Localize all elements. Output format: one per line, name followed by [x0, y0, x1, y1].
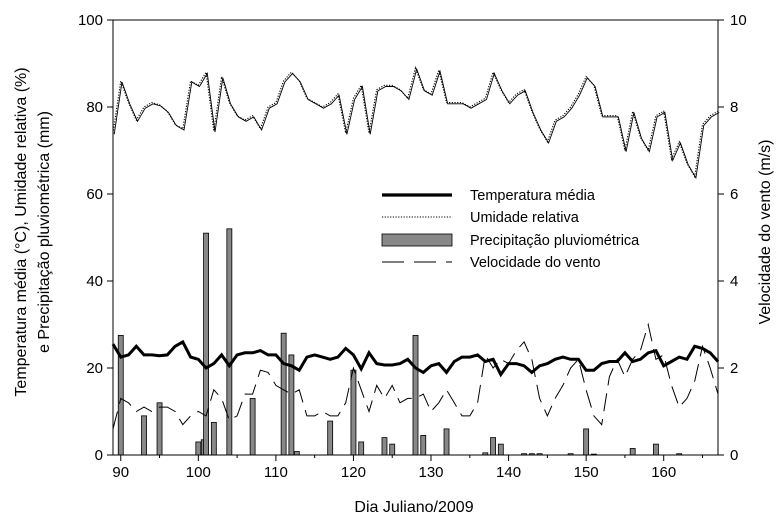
left-y-tick-label: 0 [95, 447, 103, 464]
x-axis-label: Dia Juliano/2009 [354, 499, 473, 516]
precipitation-bar [412, 334, 419, 456]
legend-label-vento: Velocidade do vento [470, 255, 601, 271]
precipitation-bar [350, 369, 357, 456]
left-y-tick-label: 40 [86, 273, 103, 290]
precipitation-bar [293, 451, 300, 456]
precipitation-bar [327, 420, 334, 456]
left-y-tick-label: 60 [86, 186, 103, 203]
right-y-tick-label: 2 [730, 360, 738, 377]
precipitation-bar [210, 421, 217, 456]
left-y-tick-label: 80 [86, 99, 103, 116]
precipitation-bar [381, 437, 388, 456]
precipitation-bar [420, 435, 427, 456]
x-tick-label: 110 [264, 464, 288, 481]
precipitation-bar [653, 443, 659, 456]
precipitation-bars [117, 228, 683, 456]
precipitation-bar [389, 443, 396, 456]
precipitation-bar [249, 398, 256, 456]
legend-label-umidade: Umidade relativa [470, 210, 580, 226]
precipitation-bar [226, 228, 233, 456]
x-tick-label: 100 [186, 464, 211, 481]
precipitation-bar [358, 441, 365, 456]
humidity-line [112, 65, 719, 179]
x-tick-label: 130 [418, 464, 443, 481]
x-axis-ticks: 90 100 110 120 130 140 150 160 [112, 455, 703, 481]
right-y-tick-label: 4 [730, 273, 738, 290]
precipitation-bar [497, 443, 504, 456]
right-y-tick-label: 6 [730, 186, 738, 203]
left-y-axis-ticks: 0 20 40 60 80 100 [78, 12, 113, 464]
left-y-tick-label: 100 [78, 12, 103, 29]
precipitation-bar [280, 332, 287, 456]
precipitation-bar [195, 441, 202, 456]
right-y-axis-ticks: 0 2 4 6 8 10 [718, 12, 747, 464]
right-y-axis-label: Velocidade do vento (m/s) [757, 140, 774, 325]
legend: Temperatura média Umidade relativa Preci… [381, 188, 640, 271]
legend-swatch-precipitacao [381, 233, 453, 247]
legend-label-precipitacao: Precipitação pluviométrica [470, 233, 640, 249]
left-y-axis-label-line1: Temperatura média (°C), Umidade relativa… [13, 67, 30, 396]
left-y-tick-label: 20 [86, 360, 103, 377]
humidity-line-shadow [113, 67, 720, 180]
x-tick-label: 160 [651, 464, 676, 481]
precipitation-bar [203, 232, 209, 456]
right-y-tick-label: 8 [730, 99, 738, 116]
precipitation-bar [156, 402, 163, 456]
x-tick-label: 140 [496, 464, 521, 481]
precipitation-bar [141, 415, 147, 456]
temperature-line [111, 339, 720, 378]
left-y-axis-label-line2: e Precipitação pluviométrica (mm) [36, 111, 53, 353]
precipitation-bar [443, 428, 450, 456]
x-tick-label: 90 [112, 464, 129, 481]
x-tick-label: 120 [341, 464, 366, 481]
legend-label-temperatura: Temperatura média [470, 188, 596, 204]
precipitation-bar [288, 354, 295, 456]
precipitation-bar [490, 437, 496, 456]
right-y-tick-label: 10 [730, 12, 747, 29]
plot-frame [112, 19, 719, 456]
precipitation-bar [629, 448, 636, 456]
x-tick-label: 150 [574, 464, 599, 481]
series-lines [111, 65, 720, 430]
right-y-tick-label: 0 [730, 447, 738, 464]
precipitation-bar [583, 428, 590, 456]
